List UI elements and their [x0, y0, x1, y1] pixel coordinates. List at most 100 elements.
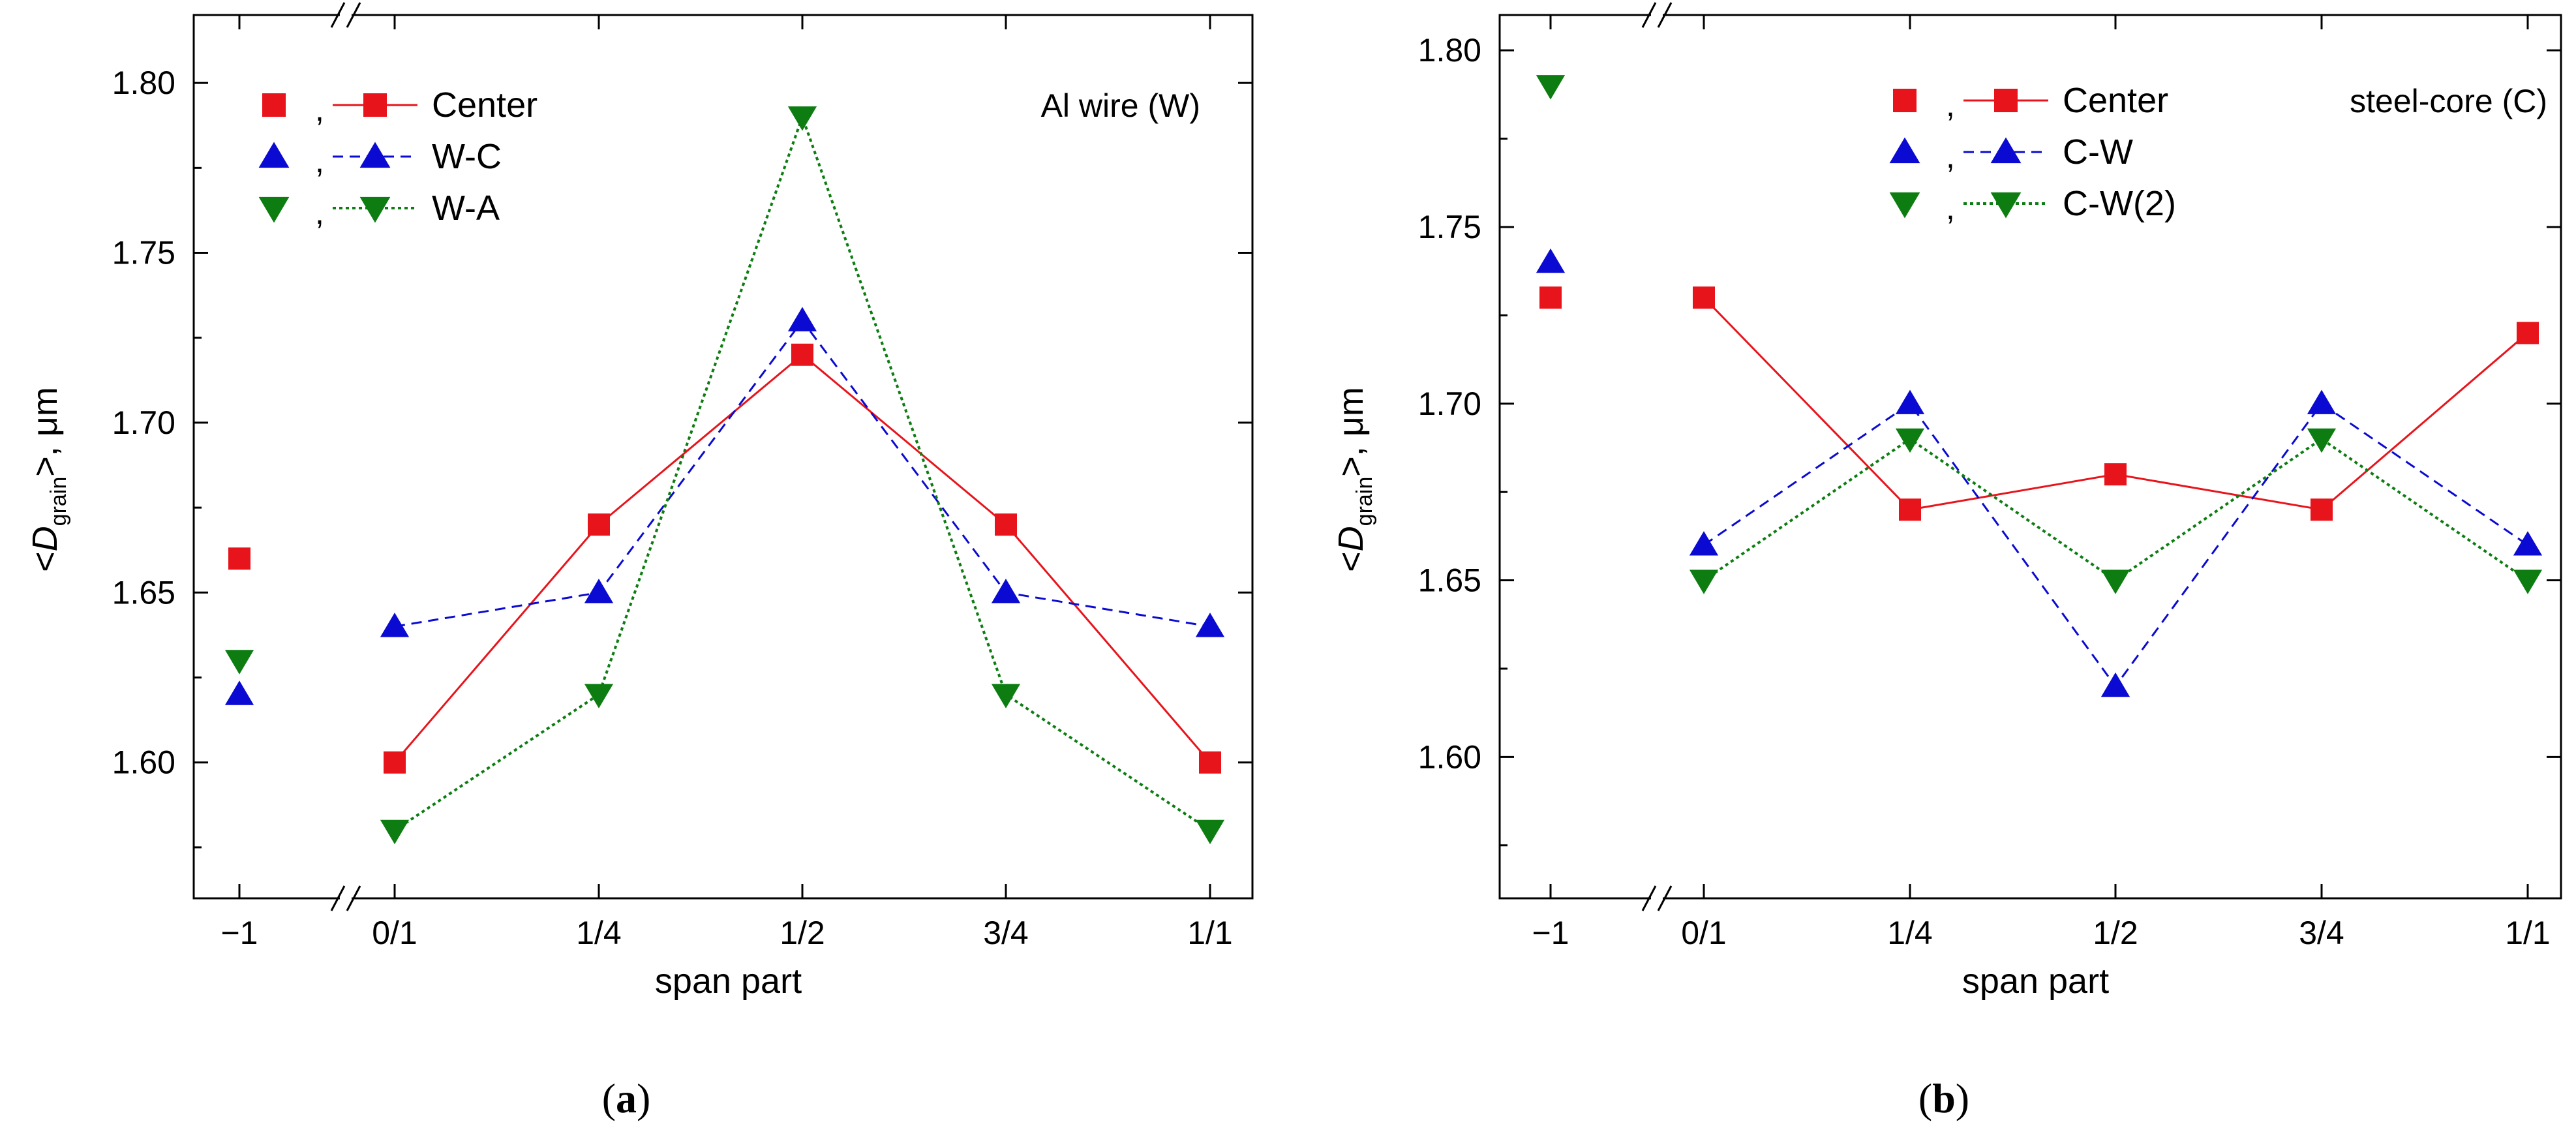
legend-marker-series — [363, 93, 387, 117]
y-axis-label-var: D — [1331, 526, 1371, 551]
series-line-c-w — [1703, 402, 2528, 688]
legend-label: Center — [432, 85, 538, 125]
y-axis-label-prefix: < — [1331, 551, 1371, 572]
legend-label: C-W(2) — [2063, 184, 2176, 223]
chart-panel-b: 1.60 1.65 1.70 1.75 1.80 −1 0/1 1/4 1/2 3/4 1/1 spa… — [1331, 2, 2562, 1121]
legend-marker-series — [359, 142, 391, 168]
legend-separator: , — [315, 143, 324, 179]
reference-point-marker — [224, 680, 254, 705]
data-point-marker — [787, 106, 817, 131]
data-point-marker — [1195, 613, 1225, 637]
data-point-marker — [995, 513, 1017, 536]
legend-separator: , — [315, 91, 324, 128]
plot-frame — [1498, 14, 2562, 900]
x-tick-label: 1/1 — [1187, 915, 1233, 951]
x-tick-label: −1 — [220, 915, 258, 951]
reference-point-marker — [1536, 75, 1566, 100]
x-axis-label: span part — [1962, 962, 2109, 1001]
legend-marker-series — [1990, 192, 2022, 219]
panel-annotation: Al wire (W) — [1041, 87, 1200, 124]
data-point-marker — [588, 513, 610, 536]
series-line-w-c — [394, 319, 1211, 628]
y-tick-label: 1.60 — [1418, 738, 1481, 775]
data-point-marker — [1899, 498, 1921, 521]
y-axis-label-var: D — [25, 526, 65, 551]
data-point-marker — [584, 579, 614, 603]
data-point-marker — [2517, 322, 2539, 344]
plot-frame — [192, 14, 1254, 900]
legend-marker-reference — [1889, 192, 1920, 219]
legend-separator: , — [1946, 190, 1955, 226]
panel-label: (a) — [602, 1075, 651, 1121]
data-point-marker — [2307, 428, 2337, 453]
legend-marker-reference — [1893, 89, 1917, 112]
axis-break-gap-bottom — [340, 894, 352, 902]
axis-break-gap-top — [1651, 11, 1663, 19]
y-tick-label: 1.80 — [112, 65, 175, 101]
data-point-marker — [791, 343, 813, 366]
panel-label-close-paren: ) — [637, 1075, 650, 1121]
x-tick-label: −1 — [1532, 915, 1569, 951]
data-point-marker — [2513, 531, 2543, 556]
y-tick-label: 1.60 — [112, 744, 175, 781]
panel-label-open-paren: ( — [602, 1075, 616, 1121]
panel-label: (b) — [1918, 1075, 1969, 1121]
y-tick-label: 1.75 — [112, 235, 175, 271]
legend-label: Center — [2063, 81, 2168, 120]
data-point-marker — [380, 613, 410, 637]
data-point-marker — [584, 684, 614, 708]
legend-marker-reference — [258, 196, 290, 223]
y-axis-label-sub: grain — [46, 477, 71, 526]
legend-marker-reference — [258, 142, 290, 168]
legend-label: W-A — [432, 189, 500, 228]
data-point-marker — [2311, 498, 2333, 521]
axis-break-gap-bottom — [1651, 894, 1663, 902]
panel-label-close-paren: ) — [1956, 1075, 1969, 1121]
x-tick-label: 1/4 — [1887, 915, 1933, 951]
y-tick-label: 1.65 — [112, 574, 175, 611]
y-axis-label: <Dgrain>, μm — [25, 387, 71, 572]
legend-marker-series — [1994, 89, 2018, 112]
x-tick-label: 1/1 — [2505, 915, 2551, 951]
data-point-marker — [1199, 751, 1221, 774]
x-tick-label: 3/4 — [983, 915, 1029, 951]
panel-annotation: steel-core (C) — [2350, 83, 2547, 119]
axis-break-marker-top — [1641, 2, 1673, 28]
panel-label-letter: b — [1932, 1075, 1956, 1121]
data-point-marker — [1195, 819, 1225, 845]
series-line-w-a — [393, 113, 1211, 832]
y-tick-label: 1.70 — [112, 404, 175, 441]
data-point-marker — [2307, 389, 2337, 414]
axis-break-gap-top — [340, 11, 352, 19]
y-axis-label-suffix: >, μm — [25, 387, 65, 477]
y-axis-label-prefix: < — [25, 551, 65, 572]
series-line-center — [393, 353, 1211, 763]
legend-separator: , — [1946, 87, 1955, 123]
x-tick-label: 0/1 — [372, 915, 417, 951]
data-point-marker — [380, 819, 410, 845]
x-tick-label: 1/2 — [2093, 915, 2138, 951]
data-point-marker — [1689, 570, 1719, 594]
data-point-marker — [787, 307, 817, 331]
data-point-marker — [991, 579, 1021, 603]
y-axis-label-suffix: >, μm — [1331, 387, 1371, 477]
y-axis-label-sub: grain — [1352, 477, 1377, 526]
y-tick-label: 1.70 — [1418, 386, 1481, 422]
y-tick-label: 1.75 — [1418, 209, 1481, 245]
data-point-marker — [1895, 428, 1925, 453]
reference-point-marker — [224, 650, 254, 675]
x-tick-label: 0/1 — [1681, 915, 1727, 951]
data-point-marker — [2104, 463, 2127, 486]
data-point-marker — [2100, 672, 2130, 697]
axis-break-marker-bottom — [330, 885, 361, 911]
data-point-marker — [1895, 389, 1925, 414]
chart-panel-a: 1.60 1.65 1.70 1.75 1.80 −1 0/1 1/4 1/2 3/4 1/1 spa… — [25, 2, 1254, 1121]
reference-point-marker — [228, 547, 250, 570]
x-tick-label: 3/4 — [2299, 915, 2344, 951]
data-point-marker — [2513, 570, 2543, 594]
legend-marker-reference — [262, 93, 286, 117]
legend-marker-reference — [1889, 137, 1920, 164]
legend-label: C-W — [2063, 132, 2133, 172]
data-point-marker — [1689, 531, 1719, 556]
